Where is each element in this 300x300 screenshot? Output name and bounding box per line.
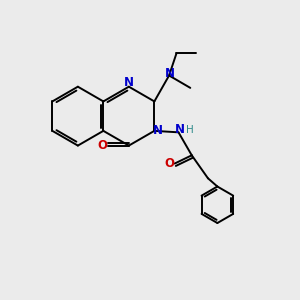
Text: O: O: [98, 139, 107, 152]
Text: N: N: [153, 124, 163, 137]
Text: O: O: [164, 157, 174, 170]
Text: N: N: [165, 67, 175, 80]
Text: N: N: [175, 124, 185, 136]
Text: N: N: [124, 76, 134, 89]
Text: H: H: [186, 125, 194, 135]
